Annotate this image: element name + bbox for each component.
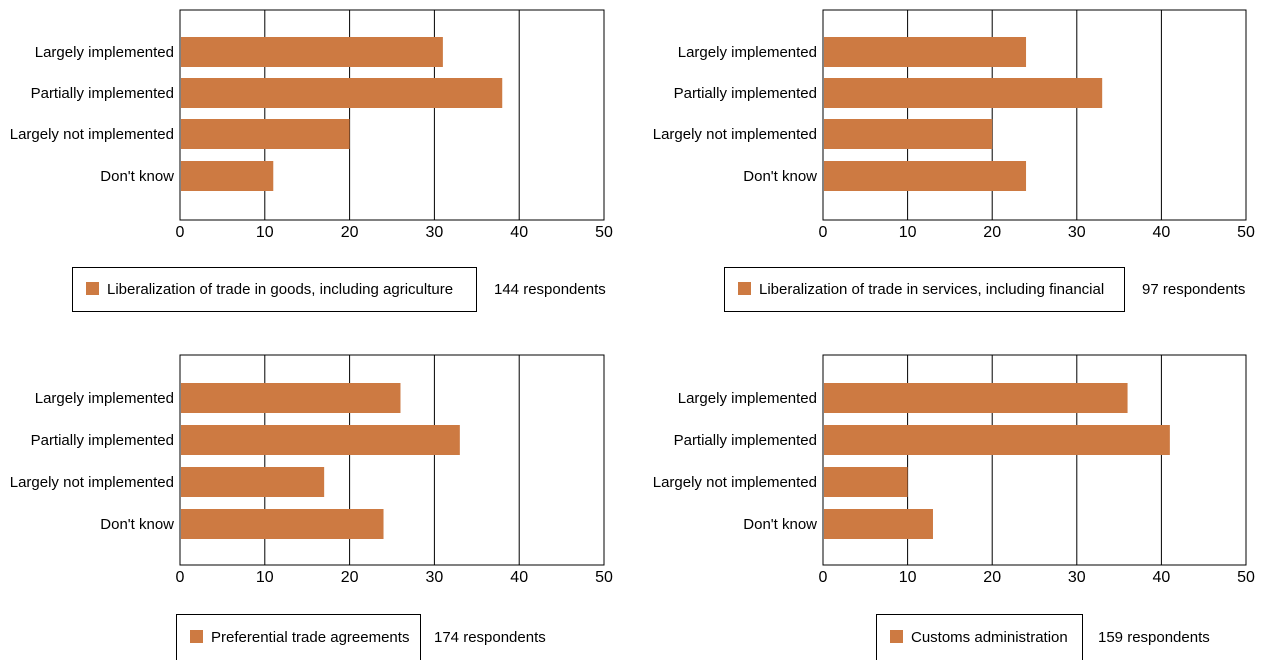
category-label: Largely not implemented — [653, 474, 817, 491]
legend-label: Preferential trade agreements — [211, 629, 409, 646]
tick-label: 40 — [1153, 224, 1171, 241]
tick-label: 0 — [819, 224, 828, 241]
tick-label: 20 — [983, 569, 1001, 586]
bar-4 — [824, 161, 1027, 191]
tick-label: 0 — [176, 224, 185, 241]
bar-3 — [824, 467, 908, 497]
respondents-count: 144 respondents — [494, 281, 606, 298]
category-label: Partially implemented — [674, 432, 817, 449]
category-label: Largely not implemented — [10, 474, 174, 491]
plot-frame — [179, 354, 605, 566]
category-label: Partially implemented — [674, 85, 817, 102]
plot-frame — [822, 354, 1247, 566]
category-label: Largely not implemented — [10, 126, 174, 143]
legend-box — [72, 267, 477, 312]
tick-label: 50 — [595, 569, 613, 586]
bar-1 — [824, 37, 1027, 67]
bar-3 — [181, 467, 325, 497]
category-label: Largely implemented — [35, 390, 174, 407]
bar-1 — [181, 37, 443, 67]
tick-label: 20 — [341, 224, 359, 241]
category-label: Largely implemented — [35, 44, 174, 61]
bar-2 — [181, 78, 503, 108]
legend-label: Liberalization of trade in goods, includ… — [107, 281, 453, 298]
legend-swatch — [86, 282, 99, 295]
bar-2 — [824, 425, 1170, 455]
legend-swatch — [190, 630, 203, 643]
bar-1 — [181, 383, 401, 413]
tick-label: 10 — [256, 224, 274, 241]
tick-label: 0 — [176, 569, 185, 586]
tick-label: 50 — [595, 224, 613, 241]
tick-label: 10 — [899, 569, 917, 586]
tick-label: 40 — [510, 224, 528, 241]
tick-label: 30 — [1068, 569, 1086, 586]
legend-swatch — [738, 282, 751, 295]
category-label: Partially implemented — [31, 85, 174, 102]
tick-label: 30 — [1068, 224, 1086, 241]
category-label: Partially implemented — [31, 432, 174, 449]
category-label: Don't know — [743, 516, 817, 533]
tick-label: 40 — [510, 569, 528, 586]
bar-4 — [181, 161, 274, 191]
category-label: Largely not implemented — [653, 126, 817, 143]
bar-4 — [181, 509, 384, 539]
tick-label: 50 — [1237, 569, 1255, 586]
category-label: Largely implemented — [678, 44, 817, 61]
tick-label: 10 — [899, 224, 917, 241]
tick-label: 0 — [819, 569, 828, 586]
tick-label: 30 — [426, 224, 444, 241]
plot-frame — [822, 9, 1247, 221]
bar-2 — [181, 425, 460, 455]
bar-3 — [824, 119, 993, 149]
category-label: Largely implemented — [678, 390, 817, 407]
category-label: Don't know — [100, 516, 174, 533]
legend-box — [876, 614, 1083, 661]
category-label: Don't know — [100, 168, 174, 185]
tick-label: 30 — [426, 569, 444, 586]
legend-swatch — [890, 630, 903, 643]
respondents-count: 97 respondents — [1142, 281, 1245, 298]
tick-label: 10 — [256, 569, 274, 586]
respondents-count: 174 respondents — [434, 629, 546, 646]
category-label: Don't know — [743, 168, 817, 185]
tick-label: 20 — [983, 224, 1001, 241]
bar-3 — [181, 119, 350, 149]
bar-2 — [824, 78, 1103, 108]
bar-1 — [824, 383, 1128, 413]
tick-label: 20 — [341, 569, 359, 586]
legend-box — [724, 267, 1125, 312]
tick-label: 50 — [1237, 224, 1255, 241]
tick-label: 40 — [1153, 569, 1171, 586]
respondents-count: 159 respondents — [1098, 629, 1210, 646]
bar-4 — [824, 509, 933, 539]
legend-label: Customs administration — [911, 629, 1068, 646]
legend-label: Liberalization of trade in services, inc… — [759, 281, 1104, 298]
plot-frame — [179, 9, 605, 221]
